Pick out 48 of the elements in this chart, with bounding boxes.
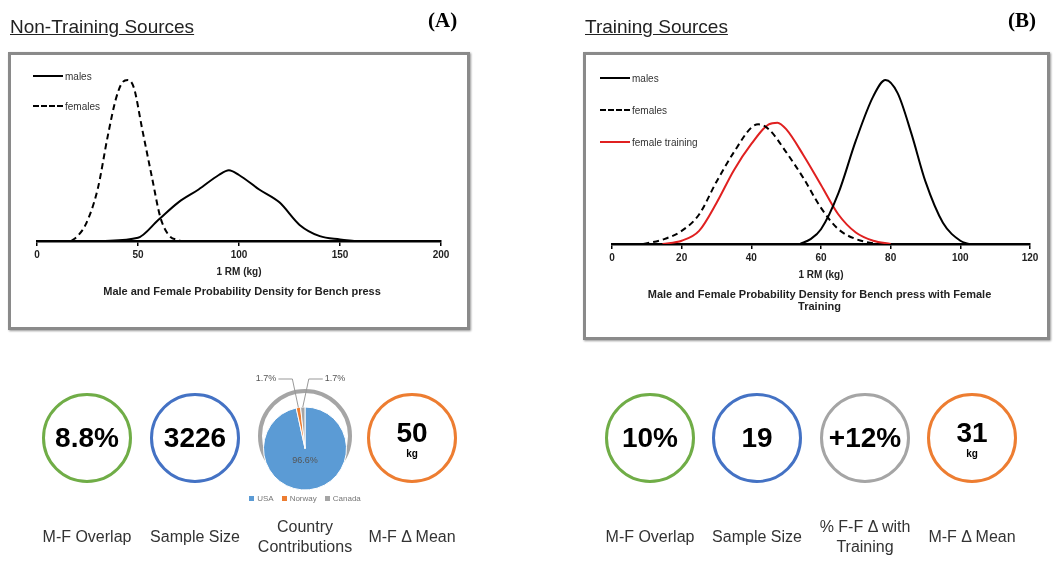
text: M-F Δ Mean [367, 527, 457, 547]
x-tick-label: 80 [885, 251, 897, 263]
data-label: 1.7% [324, 373, 346, 384]
text: 50 [396, 416, 428, 448]
x-tick-label: 40 [745, 251, 758, 263]
x-tick-label: 100 [951, 251, 970, 263]
x-tick-label: 20 [676, 251, 688, 263]
x-tick-label: 0 [34, 248, 41, 260]
text: 8.8% [55, 422, 119, 453]
text: (B) [1008, 8, 1036, 33]
legend-label: males [632, 72, 659, 84]
chart-title: Training Sources [585, 16, 728, 38]
text: M-F Overlap [41, 527, 133, 547]
x-tick-label: 150 [331, 248, 349, 260]
legend-label: female training [632, 136, 698, 148]
text: Male and Female Probability Density for Bench press [102, 285, 382, 297]
text: (A) [428, 8, 458, 33]
text: Sample Size [711, 527, 803, 547]
x-tick-label: 60 [815, 251, 827, 263]
legend-label: females [632, 104, 668, 116]
text: % F-F Δ with Training [818, 517, 912, 557]
text: 10% [621, 422, 679, 453]
x-axis-title: 1 RM (kg) [216, 265, 262, 277]
text: kg [966, 447, 978, 459]
text: 3226 [163, 422, 227, 453]
text: 19 [741, 422, 773, 453]
legend-label: Norway [289, 494, 317, 503]
text: M-F Δ Mean [927, 527, 1017, 547]
legend-label: USA [257, 494, 274, 503]
text: kg [406, 447, 418, 459]
chart-title: Non-Training Sources [10, 16, 195, 38]
x-tick-label: 120 [1021, 251, 1039, 263]
text: 31 [956, 416, 988, 448]
x-axis-title: 1 RM (kg) [798, 268, 844, 280]
legend-label: males [65, 70, 92, 82]
x-tick-label: 100 [230, 248, 248, 260]
x-tick-label: 0 [609, 251, 616, 263]
x-tick-label: 50 [132, 248, 144, 260]
text: Sample Size [149, 527, 241, 547]
data-label: 96.6% [292, 455, 318, 466]
data-label: 1.7% [255, 373, 277, 384]
text: M-F Overlap [604, 527, 696, 547]
legend-label: females [65, 100, 101, 112]
legend-label: Canada [332, 494, 361, 503]
text: Country Contributions [256, 517, 354, 557]
text: Male and Female Probability Density for Bench press with Female Training [646, 288, 993, 312]
text: +12% [828, 422, 902, 453]
x-tick-label: 200 [432, 248, 450, 260]
